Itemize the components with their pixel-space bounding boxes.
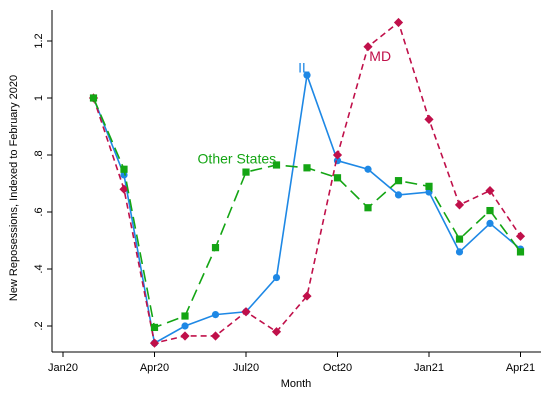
- data-point: [241, 307, 251, 317]
- data-point: [119, 184, 129, 194]
- y-tick-label: 1.2: [33, 33, 45, 48]
- y-tick-label: 1: [33, 95, 45, 101]
- data-point: [486, 206, 494, 215]
- data-point: [394, 191, 403, 199]
- data-point: [455, 248, 464, 256]
- data-point: [210, 331, 221, 341]
- data-point: [364, 165, 372, 173]
- data-point: [303, 164, 311, 172]
- data-point: [120, 171, 128, 179]
- x-tick-label: Oct20: [323, 362, 352, 374]
- x-ticks: Jan20 Apr20 Jul20 Oct20 Jan21 Apr21: [48, 352, 535, 374]
- series-il: [89, 71, 525, 347]
- data-point: [486, 219, 494, 227]
- x-axis-title: Month: [281, 378, 312, 390]
- data-point: [455, 235, 464, 243]
- x-tick-label: Jan20: [48, 362, 78, 374]
- series-label: Other States: [198, 151, 277, 167]
- x-tick-label: Jan21: [414, 362, 444, 374]
- series-line: [92, 74, 522, 345]
- data-point: [89, 94, 98, 102]
- data-point: [180, 331, 190, 341]
- data-point: [364, 204, 372, 212]
- series-label: MD: [369, 48, 391, 64]
- y-tick-label: .2: [33, 321, 45, 330]
- y-tick-label: .8: [33, 150, 45, 159]
- data-point: [150, 323, 159, 332]
- data-point: [424, 114, 434, 124]
- data-point: [211, 311, 220, 319]
- series-line: [92, 21, 522, 345]
- data-point: [303, 71, 311, 79]
- data-point: [272, 161, 281, 169]
- data-point: [485, 186, 495, 196]
- y-axis-title: New Reposessions, Indexed to February 20…: [8, 75, 20, 301]
- data-point: [454, 200, 465, 210]
- data-point: [181, 312, 189, 320]
- data-point: [332, 150, 343, 160]
- data-point: [333, 174, 342, 182]
- x-tick-label: Apr21: [506, 362, 535, 374]
- data-point: [120, 165, 128, 173]
- data-point: [363, 42, 373, 52]
- data-point: [242, 168, 250, 176]
- series-other-states: [89, 94, 525, 332]
- data-point: [211, 244, 220, 252]
- data-point: [271, 327, 282, 337]
- y-tick-label: .6: [33, 207, 45, 216]
- data-point: [149, 338, 160, 348]
- x-tick-label: Apr20: [140, 362, 169, 374]
- data-point: [516, 248, 525, 256]
- axes: [51, 10, 541, 353]
- data-point: [425, 182, 433, 190]
- y-ticks: .2 .4 .6 .8 1 1.2: [33, 33, 52, 331]
- data-point: [394, 177, 403, 185]
- data-point: [302, 291, 312, 301]
- series-label: IL: [298, 59, 310, 75]
- data-point: [393, 17, 404, 28]
- data-point: [272, 273, 281, 282]
- data-point: [515, 231, 526, 241]
- series-labels: IL MD Other States: [198, 48, 392, 167]
- y-tick-label: .4: [33, 264, 45, 273]
- x-tick-label: Jul20: [233, 362, 259, 374]
- data-point: [181, 322, 189, 330]
- series-layer: [88, 17, 526, 348]
